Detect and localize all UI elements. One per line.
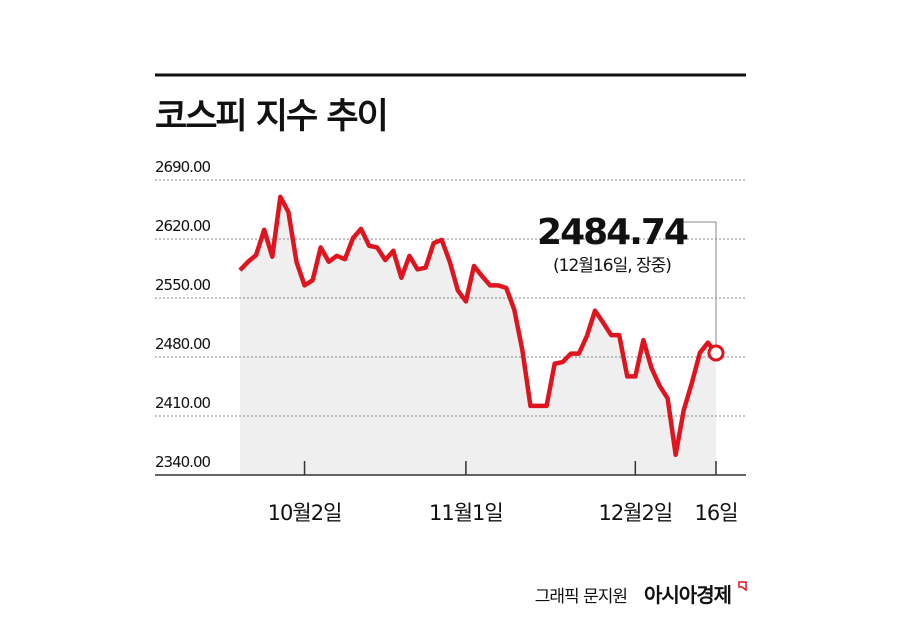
chart-title: 코스피 지수 추이 [155,97,387,137]
y-tick-label: 2480.00 [155,335,210,353]
callout-line [676,221,717,346]
credit: 그래픽 문지원 [535,587,627,607]
y-tick-label: 2340.00 [155,453,210,471]
brand: 아시아경제 [644,583,731,607]
y-tick-label: 2620.00 [155,217,210,235]
x-tick-label: 16일 [694,501,737,525]
line [238,194,718,458]
x-tick-label: 11월1일 [429,501,503,525]
x-tick-label: 10월2일 [268,501,342,525]
y-tick-label: 2690.00 [155,158,210,176]
brand-icon [738,581,747,592]
value-label: 2484.74 [537,212,688,253]
annotation: (12월16일, 장중) [553,256,671,276]
y-tick-label: 2410.00 [155,394,210,412]
x-tick-label: 12월2일 [598,501,672,525]
area [240,196,716,475]
y-tick-label: 2550.00 [155,276,210,294]
last-point [707,344,725,362]
